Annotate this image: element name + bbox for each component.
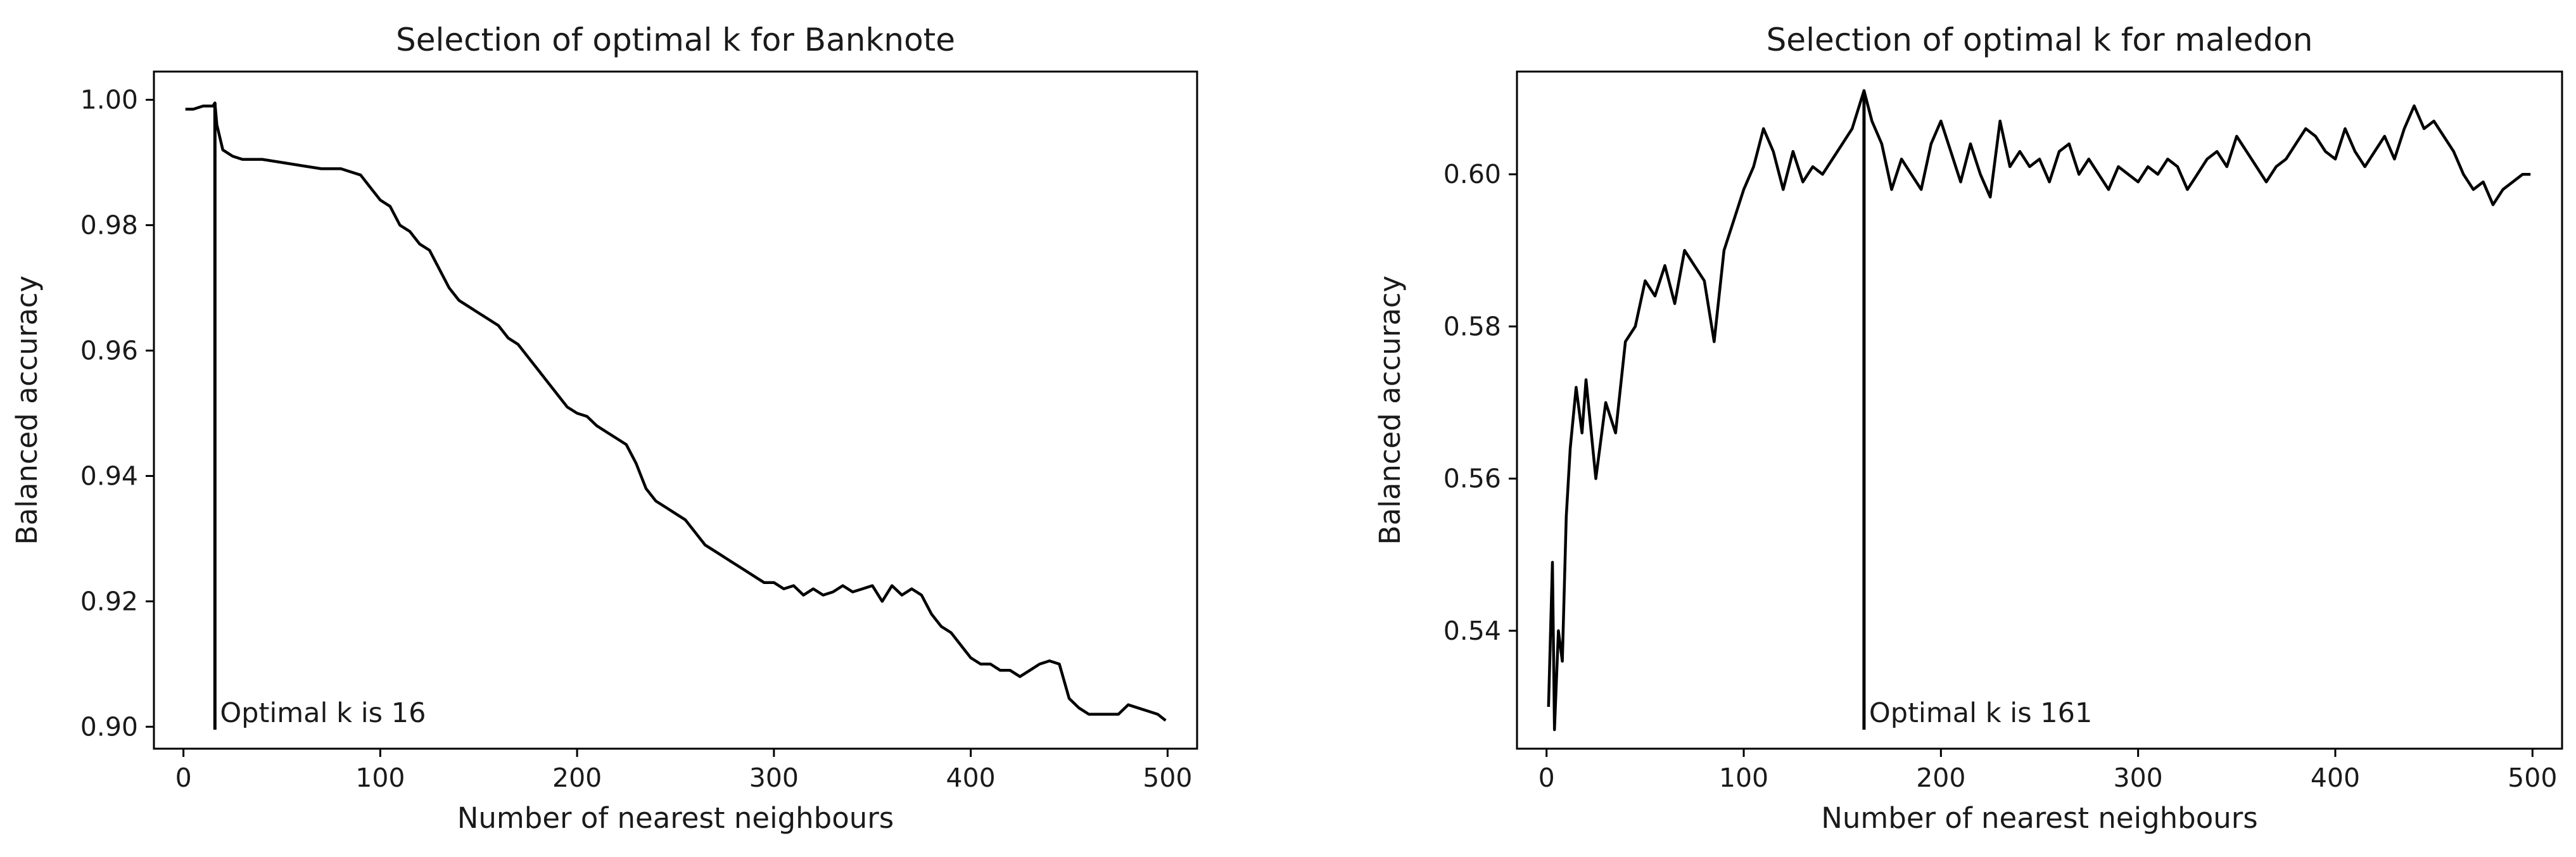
x-tick-label: 200	[552, 763, 602, 793]
y-tick-label: 0.56	[1443, 464, 1501, 494]
y-axis-label: Balanced accuracy	[1373, 276, 1407, 545]
x-tick-label: 100	[1719, 763, 1768, 793]
y-tick-label: 0.54	[1443, 616, 1501, 646]
x-tick-label: 500	[1143, 763, 1192, 793]
x-tick-label: 200	[1916, 763, 1965, 793]
optimal-k-annotation: Optimal k is 161	[1869, 697, 2092, 729]
x-tick-label: 400	[946, 763, 995, 793]
y-tick-label: 0.92	[80, 586, 138, 616]
optimal-k-annotation: Optimal k is 16	[220, 697, 426, 729]
y-axis-label: Balanced accuracy	[10, 276, 44, 545]
y-tick-label: 0.60	[1443, 159, 1501, 189]
x-tick-label: 0	[1539, 763, 1555, 793]
y-tick-label: 0.90	[80, 711, 138, 742]
x-tick-label: 400	[2311, 763, 2360, 793]
x-tick-label: 0	[175, 763, 192, 793]
x-tick-label: 300	[749, 763, 799, 793]
series-line	[185, 101, 1167, 722]
plot-frame	[1516, 70, 2563, 750]
x-axis-label: Number of nearest neighbours	[1821, 801, 2257, 835]
plot-frame	[153, 70, 1198, 750]
x-tick-label: 300	[2114, 763, 2163, 793]
chart-maledon: Selection of optimal k for maledon Optima…	[1373, 22, 2563, 835]
y-tick-label: 0.98	[80, 210, 138, 241]
x-axis-label: Number of nearest neighbours	[457, 801, 894, 835]
y-tick-label: 0.96	[80, 335, 138, 365]
chart-banknote: Selection of optimal k for Banknote Optim…	[10, 22, 1198, 835]
chart-title: Selection of optimal k for maledon	[1767, 22, 2313, 58]
y-tick-label: 0.94	[80, 460, 138, 491]
chart-title: Selection of optimal k for Banknote	[396, 22, 955, 58]
y-tick-label: 1.00	[80, 85, 138, 115]
series-line	[1547, 89, 2531, 732]
x-tick-label: 500	[2508, 763, 2557, 793]
x-tick-label: 100	[355, 763, 405, 793]
y-tick-label: 0.58	[1443, 311, 1501, 341]
